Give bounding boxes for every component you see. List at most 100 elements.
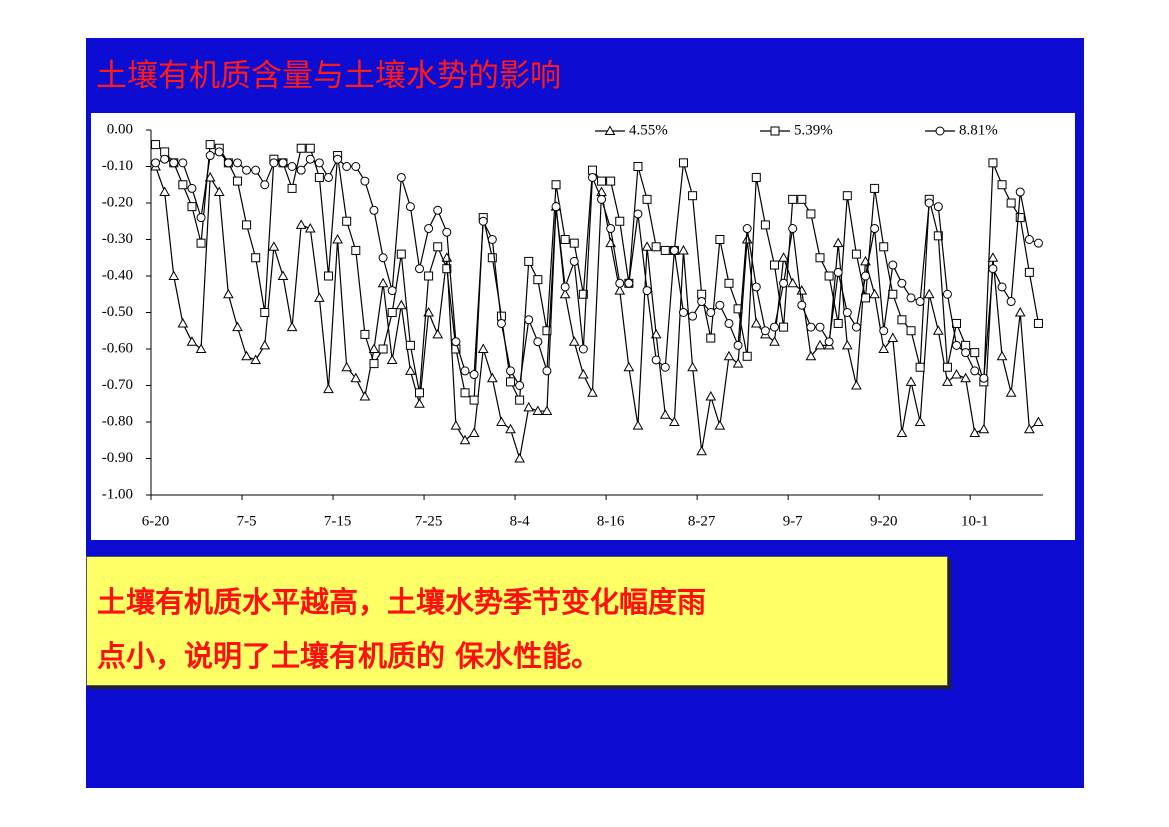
- data-point: [378, 253, 388, 263]
- data-point: [615, 278, 625, 288]
- x-tick-label: 10-1: [961, 513, 989, 529]
- data-point: [1014, 306, 1026, 317]
- data-point: [433, 205, 443, 215]
- data-point: [733, 304, 743, 314]
- data-point: [314, 172, 324, 182]
- data-point: [996, 350, 1008, 361]
- data-point: [323, 172, 333, 182]
- data-point: [187, 183, 197, 193]
- data-point: [332, 233, 343, 244]
- data-point: [196, 213, 206, 223]
- data-point: [442, 264, 452, 274]
- data-point: [697, 289, 707, 299]
- data-point: [415, 264, 425, 274]
- data-point: [424, 224, 434, 234]
- series-line: [155, 143, 1040, 403]
- data-point: [833, 318, 843, 328]
- data-point: [1006, 198, 1016, 208]
- data-point: [487, 253, 497, 263]
- data-point: [778, 252, 789, 262]
- data-point: [560, 282, 570, 292]
- data-point: [496, 318, 506, 328]
- data-point: [932, 325, 944, 335]
- data-point: [359, 390, 371, 401]
- y-tick-label: -0.10: [102, 158, 133, 174]
- data-point: [970, 366, 980, 376]
- data-point: [251, 165, 261, 175]
- data-point: [405, 340, 415, 350]
- data-point: [779, 278, 789, 288]
- data-point: [523, 401, 535, 412]
- data-point: [351, 162, 361, 171]
- data-point: [369, 205, 379, 215]
- data-point: [841, 339, 853, 350]
- data-point: [250, 354, 262, 364]
- data-point: [615, 216, 625, 226]
- data-point: [815, 253, 825, 263]
- data-point: [160, 147, 170, 157]
- data-point: [870, 224, 880, 234]
- data-point: [177, 317, 189, 328]
- data-point: [879, 326, 889, 336]
- x-tick-label: 9-7: [783, 513, 803, 529]
- data-point: [732, 358, 744, 368]
- y-tick-label: -0.70: [102, 377, 133, 393]
- y-tick-label: -0.30: [102, 231, 133, 247]
- data-point: [805, 350, 817, 361]
- data-point: [788, 224, 798, 234]
- data-point: [851, 379, 862, 390]
- chart: 0.00 -0.10 -0.20 -0.30 -0.40 -0.50 -0.60 -0.70 -…: [102, 121, 1044, 529]
- data-point: [287, 183, 297, 193]
- y-tick-label: -0.90: [102, 450, 133, 466]
- data-point: [606, 224, 616, 234]
- data-point: [368, 343, 380, 353]
- data-point: [269, 158, 279, 168]
- data-point: [914, 416, 926, 426]
- data-point: [587, 387, 598, 397]
- data-point: [505, 423, 516, 434]
- data-point: [896, 427, 908, 437]
- data-point: [906, 326, 916, 336]
- data-point: [814, 339, 826, 350]
- data-point: [970, 348, 980, 358]
- data-point: [923, 288, 935, 299]
- data-point: [869, 288, 880, 299]
- data-point: [724, 318, 734, 328]
- data-point: [851, 249, 861, 259]
- data-point: [569, 256, 579, 266]
- data-point: [451, 337, 461, 347]
- data-point: [651, 355, 661, 365]
- series-line: [154, 166, 1039, 459]
- data-point: [597, 194, 607, 204]
- data-point: [223, 158, 233, 168]
- data-point: [705, 390, 717, 401]
- caption-line: 点小，说明了土壤有机质的 保水性能。: [97, 639, 601, 673]
- data-point: [195, 343, 207, 353]
- data-point: [933, 231, 943, 241]
- data-point: [897, 315, 907, 325]
- data-point: [514, 452, 525, 463]
- data-point: [296, 143, 306, 153]
- data-point: [1033, 416, 1044, 426]
- caption-line: 土壤有机质水平越高，土壤水势季节变化幅度雨: [97, 585, 707, 619]
- data-point: [888, 289, 898, 299]
- data-point: [641, 241, 653, 251]
- data-point: [660, 245, 670, 255]
- data-point: [178, 180, 188, 190]
- data-point: [369, 359, 379, 369]
- data-point: [551, 202, 561, 212]
- data-point: [796, 285, 808, 295]
- data-point: [360, 176, 370, 186]
- data-point: [178, 158, 188, 168]
- data-point: [205, 140, 215, 150]
- data-point: [341, 361, 353, 372]
- data-point: [969, 427, 981, 437]
- data-point: [468, 427, 480, 437]
- data-point: [168, 270, 180, 280]
- data-point: [987, 252, 999, 262]
- data-point: [742, 224, 752, 234]
- data-point: [533, 337, 543, 347]
- data-point: [351, 245, 361, 255]
- data-point: [1015, 213, 1025, 223]
